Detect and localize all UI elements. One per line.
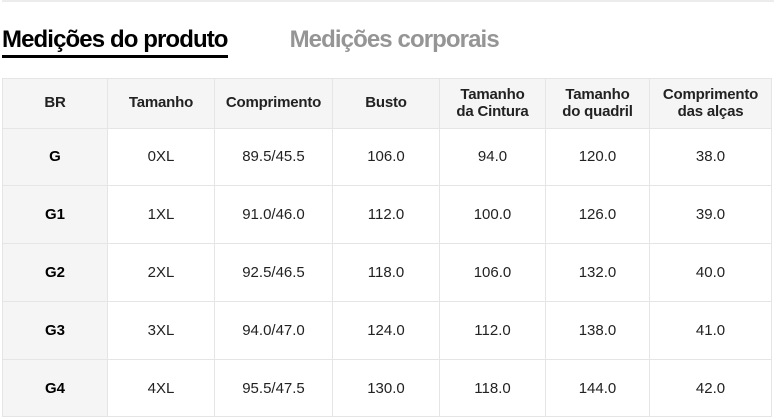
cell-tamanho: 1XL — [107, 185, 215, 245]
column-header-comprimento-das-alcas: Comprimento das alças — [649, 77, 772, 129]
cell-comprimento: 95.5/47.5 — [214, 358, 333, 418]
cell-tamanho: 3XL — [107, 300, 215, 360]
cell-cintura: 112.0 — [439, 300, 546, 360]
column-header-br: BR — [2, 77, 108, 129]
cell-cintura: 118.0 — [439, 358, 546, 418]
cell-comprimento: 91.0/46.0 — [214, 185, 333, 245]
table-header-row: BR Tamanho Comprimento Busto Tamanho da … — [2, 77, 772, 129]
tab-body-measurements[interactable]: Medições corporais — [289, 26, 500, 53]
cell-quadril: 138.0 — [545, 300, 650, 360]
cell-cintura: 100.0 — [439, 185, 546, 245]
cell-quadril: 126.0 — [545, 185, 650, 245]
tab-product-measurements[interactable]: Medições do produto — [2, 28, 228, 58]
table-row: G2 2XL 92.5/46.5 118.0 106.0 132.0 40.0 — [2, 243, 772, 302]
column-header-busto: Busto — [332, 77, 440, 129]
top-divider — [2, 0, 774, 2]
cell-comprimento: 94.0/47.0 — [214, 300, 333, 360]
size-label: G — [2, 127, 108, 187]
cell-busto: 106.0 — [332, 127, 440, 187]
cell-quadril: 132.0 — [545, 243, 650, 302]
column-header-tamanho-do-quadril: Tamanho do quadril — [545, 77, 650, 129]
table-row: G4 4XL 95.5/47.5 130.0 118.0 144.0 42.0 — [2, 358, 772, 418]
cell-alcas: 38.0 — [649, 127, 772, 187]
cell-quadril: 120.0 — [545, 127, 650, 187]
table-row: G3 3XL 94.0/47.0 124.0 112.0 138.0 41.0 — [2, 300, 772, 360]
size-label: G4 — [2, 358, 108, 418]
cell-alcas: 40.0 — [649, 243, 772, 302]
size-chart-table: BR Tamanho Comprimento Busto Tamanho da … — [2, 77, 772, 418]
size-label: G3 — [2, 300, 108, 360]
cell-quadril: 144.0 — [545, 358, 650, 418]
cell-tamanho: 4XL — [107, 358, 215, 418]
size-label: G2 — [2, 243, 108, 302]
table-row: G1 1XL 91.0/46.0 112.0 100.0 126.0 39.0 — [2, 185, 772, 245]
cell-cintura: 106.0 — [439, 243, 546, 302]
cell-cintura: 94.0 — [439, 127, 546, 187]
cell-alcas: 41.0 — [649, 300, 772, 360]
column-header-tamanho: Tamanho — [107, 77, 215, 129]
size-label: G1 — [2, 185, 108, 245]
cell-comprimento: 89.5/45.5 — [214, 127, 333, 187]
cell-comprimento: 92.5/46.5 — [214, 243, 333, 302]
cell-tamanho: 2XL — [107, 243, 215, 302]
cell-tamanho: 0XL — [107, 127, 215, 187]
cell-busto: 124.0 — [332, 300, 440, 360]
column-header-tamanho-da-cintura: Tamanho da Cintura — [439, 77, 546, 129]
cell-busto: 112.0 — [332, 185, 440, 245]
cell-busto: 118.0 — [332, 243, 440, 302]
cell-alcas: 42.0 — [649, 358, 772, 418]
cell-busto: 130.0 — [332, 358, 440, 418]
cell-alcas: 39.0 — [649, 185, 772, 245]
size-guide-tabs: Medições do produto Medições corporais — [2, 28, 774, 58]
column-header-comprimento: Comprimento — [214, 77, 333, 129]
table-row: G 0XL 89.5/45.5 106.0 94.0 120.0 38.0 — [2, 127, 772, 187]
